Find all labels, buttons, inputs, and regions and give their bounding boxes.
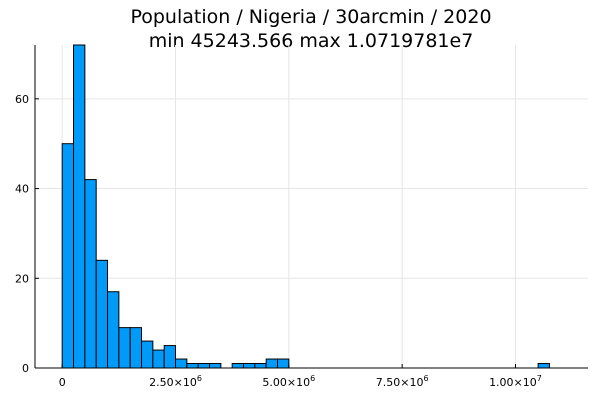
histogram-bar-1	[73, 44, 86, 369]
histogram-bar-9	[163, 345, 177, 369]
histogram-bar-17	[265, 358, 279, 369]
histogram-bar-16	[254, 363, 267, 369]
histogram-bar-10	[175, 358, 188, 369]
y-tick-label-3: 60	[15, 93, 29, 106]
histogram-bar-8	[152, 349, 165, 369]
histogram-bar-14	[231, 363, 245, 369]
histogram-bar-15	[243, 363, 256, 369]
histogram-bar-0	[61, 143, 75, 369]
x-tick-label-0: 0	[59, 376, 66, 389]
axes	[34, 45, 588, 369]
x-tick-label-4: 1.00×107	[489, 374, 542, 389]
histogram-bar-12	[197, 363, 211, 369]
chart-subtitle: min 45243.566 max 1.0719781e7	[149, 30, 474, 52]
histogram-bar-11	[186, 363, 199, 369]
x-tick-label-3: 7.50×106	[376, 374, 429, 389]
y-tick-label-1: 20	[15, 272, 29, 285]
histogram-bar-2	[84, 179, 97, 369]
histogram-bar-5	[118, 327, 131, 369]
chart-title: Population / Nigeria / 30arcmin / 2020	[130, 6, 491, 28]
x-tick-label-1: 2.50×106	[149, 374, 202, 389]
histogram-bar-3	[95, 259, 109, 369]
y-tick-label-0: 0	[22, 362, 29, 375]
histogram-bars	[61, 44, 550, 369]
histogram-bar-6	[129, 327, 143, 369]
histogram-bar-13	[209, 363, 222, 369]
y-tick-label-2: 40	[15, 183, 29, 196]
tick-labels: 0 2.50×106 5.00×106 7.50×106 1.00×107 0 20 40 60	[15, 93, 542, 389]
histogram-bar-19	[537, 363, 550, 369]
x-tick-label-2: 5.00×106	[262, 374, 315, 389]
histogram-bar-18	[277, 358, 290, 369]
histogram-bar-7	[141, 340, 154, 369]
histogram-bar-4	[107, 291, 120, 369]
